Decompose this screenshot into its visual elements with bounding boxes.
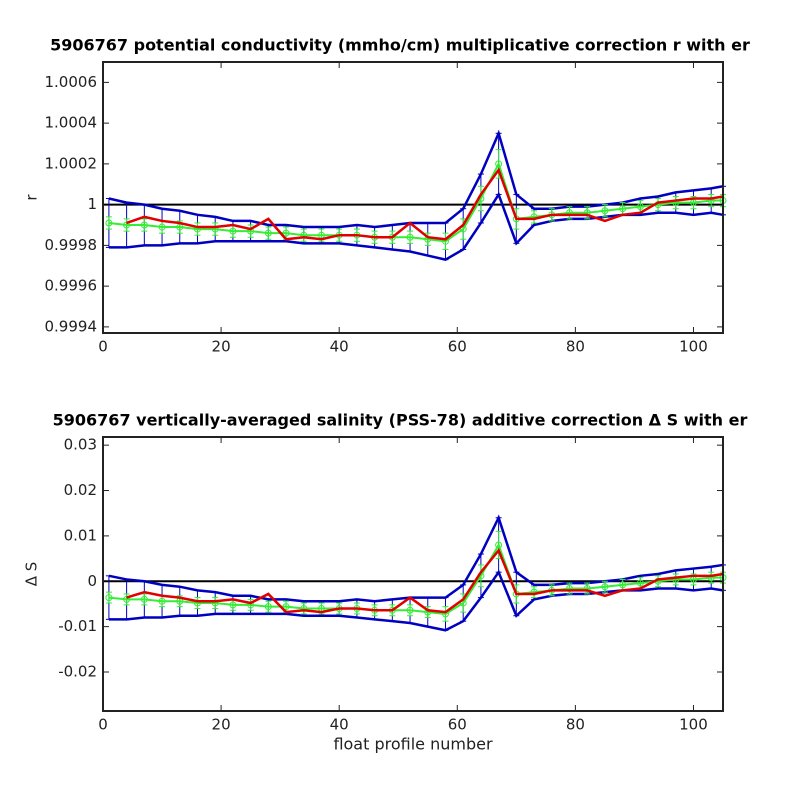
data-marker — [601, 207, 609, 215]
data-marker — [282, 603, 290, 611]
data-marker — [229, 601, 237, 609]
x-tick-label: 40 — [330, 716, 349, 734]
x-tick-label: 20 — [212, 716, 231, 734]
data-marker — [105, 219, 113, 227]
plot-frame — [102, 436, 724, 712]
x-tick-label: 80 — [566, 338, 585, 356]
x-tick-label: 100 — [679, 338, 708, 356]
data-marker — [406, 233, 414, 241]
y-tick-label: 0.01 — [64, 526, 97, 544]
data-marker — [140, 595, 148, 603]
data-marker — [264, 229, 272, 237]
y-tick-label: -0.02 — [58, 662, 97, 680]
y-tick-label: 1.0002 — [45, 154, 98, 172]
error-envelope — [108, 514, 724, 603]
y-tick-label: -0.01 — [58, 617, 97, 635]
data-marker — [619, 205, 627, 213]
y-axis-label: r — [23, 194, 41, 201]
y-tick-label: 0.9998 — [45, 236, 98, 254]
y-tick-label: 0.02 — [64, 481, 97, 499]
y-tick-label: 0.9996 — [45, 277, 98, 295]
data-marker — [229, 227, 237, 235]
x-tick-label: 100 — [679, 716, 708, 734]
x-tick-label: 40 — [330, 338, 349, 356]
x-axis-label: float profile number — [333, 735, 493, 754]
data-line — [108, 161, 723, 243]
x-tick-label: 80 — [566, 716, 585, 734]
data-marker — [601, 583, 609, 591]
y-tick-label: 0.03 — [64, 436, 97, 454]
data-marker — [619, 581, 627, 589]
data-marker — [105, 594, 113, 602]
data-marker — [636, 203, 644, 211]
x-tick-label: 60 — [448, 338, 467, 356]
y-tick-label: 1.0004 — [45, 114, 98, 132]
data-marker — [264, 603, 272, 611]
data-marker — [140, 221, 148, 229]
y-tick-label: 1.0006 — [45, 73, 98, 91]
data-marker — [158, 223, 166, 231]
data-marker — [495, 160, 503, 168]
chart-title: 5906767 vertically-averaged salinity (PS… — [53, 411, 748, 430]
y-tick-label: 1 — [87, 195, 97, 213]
data-marker — [636, 579, 644, 587]
y-tick-label: 0 — [87, 572, 97, 590]
data-line — [126, 547, 724, 614]
x-tick-label: 20 — [212, 338, 231, 356]
x-tick-label: 60 — [448, 716, 467, 734]
data-marker — [158, 597, 166, 605]
data-marker — [495, 541, 503, 549]
data-line — [126, 167, 724, 241]
y-axis-label: Δ S — [23, 562, 41, 587]
chart-title: 5906767 potential conductivity (mmho/cm)… — [50, 36, 750, 55]
data-marker — [282, 229, 290, 237]
plot-frame — [102, 61, 724, 334]
y-tick-label: 0.9994 — [45, 317, 98, 335]
data-line — [108, 542, 723, 615]
x-tick-label: 0 — [98, 716, 108, 734]
error-envelope — [108, 129, 724, 229]
data-marker — [406, 606, 414, 614]
x-tick-label: 0 — [98, 338, 108, 356]
